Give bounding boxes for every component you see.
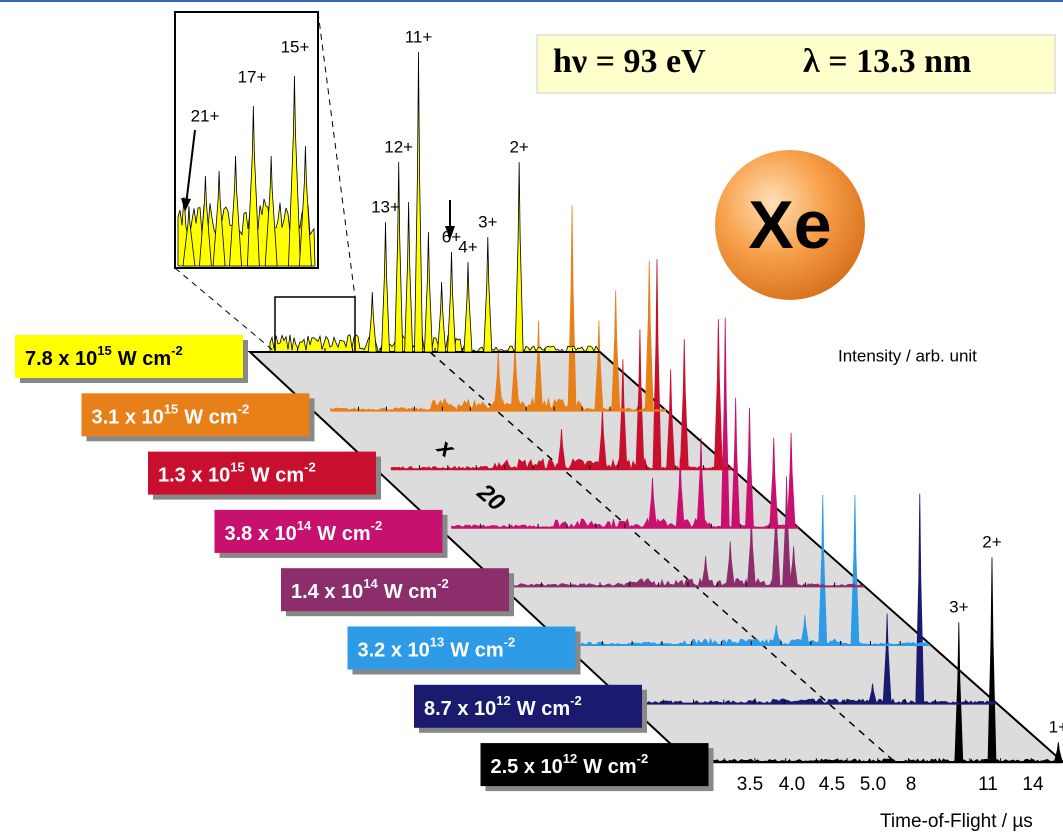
label-exponent: 12 [563,752,577,767]
peak [424,232,432,352]
peak [988,557,996,762]
label-text: 2.5 x 10 [491,756,563,778]
peak [484,237,492,352]
label-exponent: 15 [97,343,111,358]
peak [405,202,413,352]
label-text: W cm [384,581,437,603]
label-exponent: 14 [363,577,378,592]
figure: 3+2+1+2.5 x 1012W cm-28.7 x 1012W cm-23.… [0,0,1063,838]
peak [395,162,403,352]
x-tick-label: 14 [1022,774,1044,795]
time-label: Time-of-Flight / µs [880,811,1033,832]
x-tick-label: 11 [978,774,998,795]
peak [680,339,688,469]
label-exponent: -2 [171,343,183,358]
label-text: 1.3 x 10 [158,465,230,487]
label-exponent: -2 [570,693,582,708]
charge-label: 13+ [371,197,400,216]
charge-label: 2+ [982,533,1001,552]
peak [787,433,795,528]
peak [732,398,740,528]
label-exponent: 15 [230,460,244,475]
inset-charge: 21+ [191,106,220,125]
label-exponent: -2 [371,518,383,533]
peak [515,162,523,352]
x-tick-label: 4.0 [779,774,805,795]
peak [568,206,576,411]
label-exponent: -2 [304,460,316,475]
peak [438,282,446,352]
label-text: W cm [517,698,570,720]
charge-label: 3+ [478,212,497,231]
label-text: W cm [450,640,503,662]
charge-label: 12+ [384,137,413,156]
label-text: 7.8 x 10 [25,348,97,370]
label-exponent: -2 [238,402,250,417]
wavelength: λ = 13.3 nm [803,43,971,80]
peak [916,494,924,704]
label-text: W cm [251,465,304,487]
peak [1054,742,1062,762]
label-exponent: 15 [164,402,178,417]
x-tick-label: 5.0 [860,774,886,795]
label-exponent: 13 [430,635,444,650]
peak [851,495,859,645]
label-text: 3.1 x 10 [92,407,164,429]
label-text: 3.8 x 10 [225,523,297,545]
photon-energy: hν = 93 eV [553,43,706,80]
peak [721,318,729,528]
peak [714,319,722,469]
intensity-label: Intensity / arb. unit [838,346,977,365]
peak [448,252,456,352]
label-text: W cm [583,756,636,778]
label-exponent: -2 [637,752,649,767]
label-exponent: 12 [496,693,510,708]
inset-charge: 17+ [238,67,267,86]
label-text: 1.4 x 10 [291,581,363,603]
peak [653,259,661,469]
x-tick-label: 8 [906,774,917,795]
label-exponent: -2 [504,635,516,650]
x-tick-label: 4.5 [819,774,845,795]
charge-label: 1+ [1049,718,1063,737]
charge-label: 2+ [509,137,528,156]
peak [464,262,472,352]
label-text: W cm [118,348,171,370]
charge-label: 11+ [405,27,433,46]
inset-charge: 15+ [281,37,310,56]
peak [382,222,390,352]
charge-label: 3+ [949,598,968,617]
peak [368,292,376,352]
zoom-line [318,12,355,297]
label-text: W cm [184,407,237,429]
element: Xe [748,187,831,263]
peak [770,438,778,528]
peak [745,408,753,528]
label-text: W cm [317,523,370,545]
label-exponent: 14 [297,518,312,533]
label-exponent: -2 [437,577,449,592]
peak [415,52,423,352]
label-text: 8.7 x 10 [424,698,496,720]
charge-label: 4+ [458,237,477,256]
x-tick-label: 3.5 [737,774,763,795]
label-text: 3.2 x 10 [358,640,430,662]
peak [612,291,620,411]
peak [645,261,653,411]
